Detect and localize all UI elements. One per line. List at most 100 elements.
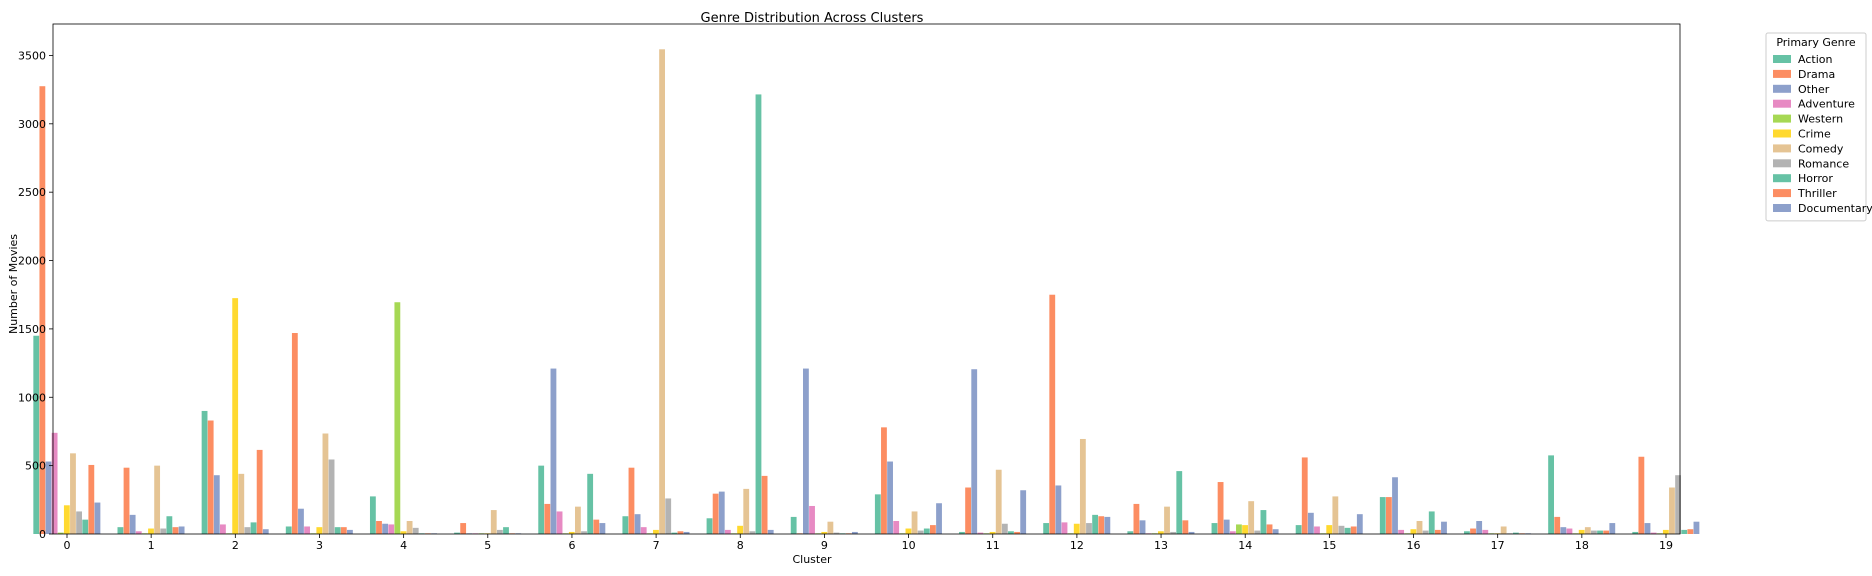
bar-romance-cluster-4 [412, 527, 419, 534]
bar-documentary-cluster-18 [1609, 523, 1616, 534]
legend-label-comedy: Comedy [1798, 142, 1844, 155]
legend-swatch-crime [1773, 129, 1791, 138]
bar-horror-cluster-2 [250, 522, 257, 534]
bar-action-cluster-16 [1379, 497, 1386, 534]
x-tick-label: 9 [821, 539, 828, 552]
bar-adventure-cluster-14 [1229, 531, 1236, 534]
bar-western-cluster-14 [1236, 524, 1242, 534]
y-tick-label: 1000 [18, 391, 46, 404]
bar-other-cluster-6 [550, 368, 557, 534]
bar-other-cluster-13 [1139, 520, 1146, 534]
bar-other-cluster-0 [45, 461, 52, 534]
bar-comedy-cluster-4 [406, 521, 413, 534]
y-tick-label: 1500 [18, 323, 46, 336]
bar-adventure-cluster-18 [1566, 528, 1573, 534]
legend-label-western: Western [1798, 113, 1843, 126]
bar-thriller-cluster-19 [1687, 529, 1694, 534]
bar-documentary-cluster-11 [1020, 490, 1027, 534]
bar-romance-cluster-19 [1675, 475, 1681, 534]
bar-drama-cluster-17 [1470, 528, 1476, 534]
bar-comedy-cluster-16 [1416, 521, 1423, 534]
bar-documentary-cluster-13 [1188, 531, 1195, 534]
bar-comedy-cluster-10 [911, 511, 918, 534]
bar-crime-cluster-8 [737, 525, 744, 534]
bar-other-cluster-17 [1476, 521, 1483, 534]
bar-western-cluster-0 [57, 532, 64, 534]
bar-romance-cluster-0 [76, 511, 82, 534]
bar-crime-cluster-4 [400, 531, 407, 534]
bar-crime-cluster-16 [1410, 529, 1417, 534]
bar-western-cluster-4 [394, 302, 401, 534]
bar-thriller-cluster-1 [172, 527, 179, 534]
bar-thriller-cluster-13 [1182, 520, 1189, 534]
bar-romance-cluster-9 [833, 532, 840, 534]
x-tick-label: 12 [1070, 539, 1084, 552]
legend-label-other: Other [1798, 83, 1830, 96]
bar-drama-cluster-19 [1638, 456, 1645, 534]
bar-horror-cluster-11 [1008, 531, 1014, 534]
bar-drama-cluster-6 [544, 503, 551, 534]
bar-action-cluster-8 [706, 518, 713, 534]
x-tick-label: 11 [986, 539, 1000, 552]
bar-horror-cluster-0 [82, 519, 89, 534]
bar-crime-cluster-1 [148, 528, 154, 534]
bar-other-cluster-15 [1307, 512, 1314, 534]
x-tick-label: 17 [1491, 539, 1505, 552]
bar-drama-cluster-5 [460, 523, 467, 534]
bar-other-cluster-19 [1644, 523, 1651, 534]
bar-drama-cluster-16 [1385, 497, 1392, 534]
bar-documentary-cluster-3 [347, 529, 353, 534]
x-tick-label: 18 [1575, 539, 1589, 552]
bar-other-cluster-12 [1055, 485, 1062, 534]
bar-drama-cluster-13 [1133, 503, 1140, 534]
y-tick-label: 2500 [18, 186, 46, 199]
bar-horror-cluster-14 [1260, 510, 1267, 534]
bar-crime-cluster-18 [1578, 529, 1585, 534]
legend-swatch-documentary [1773, 204, 1791, 212]
legend-label-crime: Crime [1798, 128, 1831, 141]
x-tick-label: 3 [316, 539, 323, 552]
y-axis: 0 500 1000 1500 2000 2500 3000 3500 [18, 49, 53, 541]
legend-label-horror: Horror [1798, 172, 1833, 185]
plot-frame [52, 23, 1681, 535]
bar-drama-cluster-4 [376, 521, 382, 534]
legend-label-drama: Drama [1798, 68, 1835, 81]
legend-swatch-horror [1773, 174, 1791, 183]
bar-documentary-cluster-9 [851, 531, 858, 534]
bar-comedy-cluster-1 [154, 465, 161, 534]
x-tick-label: 10 [902, 539, 916, 552]
bar-horror-cluster-3 [334, 527, 341, 534]
legend-swatch-western [1773, 114, 1791, 123]
bar-thriller-cluster-2 [256, 449, 263, 534]
x-tick-label: 19 [1659, 539, 1673, 552]
bar-adventure-cluster-0 [51, 432, 58, 534]
bar-drama-cluster-3 [291, 333, 298, 534]
bar-horror-cluster-7 [671, 532, 678, 534]
y-tick-label: 2000 [18, 255, 46, 268]
bar-adventure-cluster-19 [1650, 532, 1657, 534]
legend-label-thriller: Thriller [1797, 187, 1837, 200]
bar-drama-cluster-12 [1049, 294, 1056, 534]
bar-thriller-cluster-11 [1014, 531, 1020, 534]
bar-action-cluster-6 [538, 465, 545, 534]
bar-adventure-cluster-8 [724, 529, 731, 534]
bar-thriller-cluster-6 [593, 519, 600, 534]
bar-documentary-cluster-16 [1441, 521, 1447, 534]
bar-romance-cluster-12 [1086, 523, 1092, 534]
bar-adventure-cluster-7 [640, 527, 647, 534]
x-tick-label: 0 [64, 539, 71, 552]
bar-crime-cluster-10 [905, 528, 912, 534]
x-tick-label: 8 [737, 539, 744, 552]
bar-thriller-cluster-7 [677, 531, 684, 534]
bar-other-cluster-14 [1223, 519, 1230, 534]
bar-documentary-cluster-14 [1272, 529, 1279, 534]
bar-action-cluster-1 [117, 527, 124, 534]
bar-comedy-cluster-17 [1500, 526, 1507, 534]
bar-romance-cluster-13 [1170, 531, 1177, 534]
bar-adventure-cluster-11 [977, 532, 984, 534]
bar-crime-cluster-12 [1073, 523, 1080, 534]
bar-horror-cluster-18 [1597, 530, 1603, 534]
bar-action-cluster-0 [33, 335, 40, 534]
bar-crime-cluster-3 [316, 527, 323, 534]
bar-documentary-cluster-12 [1104, 516, 1111, 534]
